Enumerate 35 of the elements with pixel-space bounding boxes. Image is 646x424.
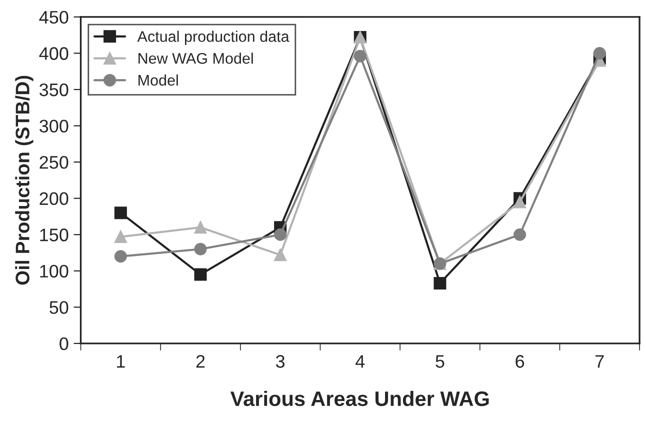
point	[114, 230, 127, 244]
y-tick-label: 400	[39, 47, 68, 60]
point	[354, 50, 366, 62]
legend-label: New WAG Model	[138, 52, 253, 64]
point	[114, 206, 127, 220]
y-tick-label: 300	[40, 120, 68, 133]
x-tick-label: 7	[596, 355, 604, 368]
legend-label: Model	[138, 74, 178, 86]
point	[194, 242, 207, 256]
x-tick-label: 4	[356, 355, 365, 368]
y-tick-label: 100	[40, 264, 68, 278]
point	[114, 250, 127, 263]
point	[274, 228, 287, 241]
y-tick-label: 250	[40, 156, 68, 169]
y-tick-label: 450	[39, 10, 68, 24]
y-tick-label: 200	[40, 192, 68, 206]
point	[593, 46, 606, 60]
x-tick-label: 3	[276, 355, 285, 368]
y-tick-label: 350	[40, 83, 68, 96]
y-axis-title: Oil Production (STB/D)	[15, 76, 34, 285]
y-tick-label: 50	[50, 301, 68, 314]
legend-label: Actual production data	[137, 30, 290, 45]
point	[514, 228, 526, 241]
y-tick-label: 150	[40, 228, 68, 242]
point	[434, 276, 446, 290]
point	[194, 268, 207, 281]
x-tick-label: 2	[196, 355, 205, 368]
x-axis-title: Various Areas Under WAG	[230, 390, 489, 406]
x-tick-label: 6	[516, 355, 524, 368]
point	[514, 196, 526, 208]
point	[274, 248, 287, 262]
x-tick-label: 1	[117, 355, 125, 368]
point	[194, 221, 207, 234]
y-tick-label: 0	[60, 337, 68, 350]
x-tick-label: 5	[436, 355, 444, 368]
